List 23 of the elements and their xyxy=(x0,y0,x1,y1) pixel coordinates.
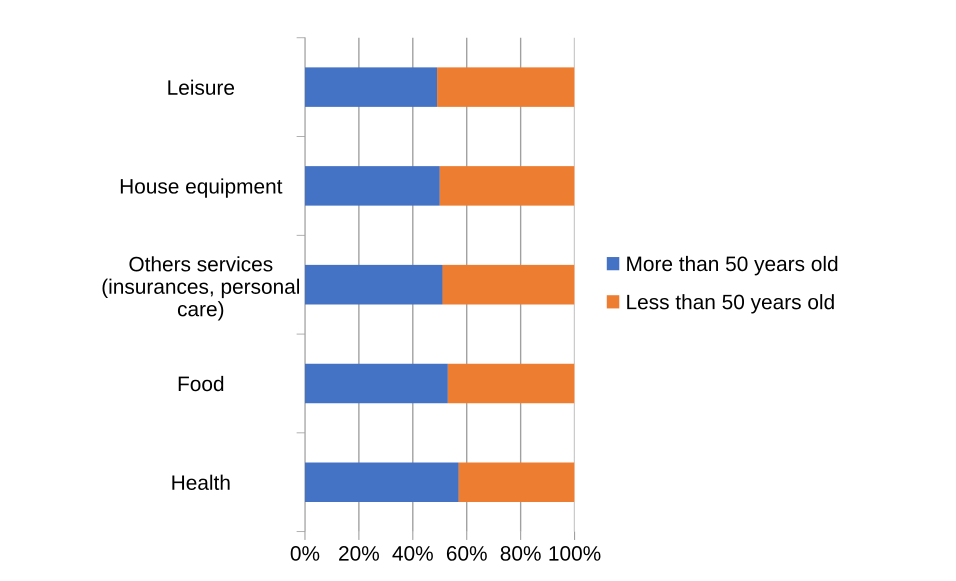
x-tick-label: 0% xyxy=(290,546,320,561)
x-tick-label: 100% xyxy=(550,546,600,561)
y-tick-label: Food xyxy=(178,376,224,392)
bar xyxy=(304,67,438,107)
x-tick-label: 20% xyxy=(339,546,379,561)
y-tick-label: Leisure xyxy=(168,80,234,95)
y-tick-label: House equipment xyxy=(120,178,282,198)
bar xyxy=(440,166,575,206)
bar xyxy=(448,364,575,404)
bar xyxy=(304,166,440,206)
x-tick-label: 60% xyxy=(446,546,487,561)
y-tick-label: Health xyxy=(172,474,230,490)
bar xyxy=(304,364,448,404)
x-tick-label: 40% xyxy=(392,546,433,561)
bar xyxy=(437,67,575,107)
legend-label: More than 50 years old xyxy=(627,256,838,276)
y-tick-label: Others services (insurances, personal care) xyxy=(102,256,299,320)
bar xyxy=(304,264,442,304)
x-tick-label: 80% xyxy=(500,546,541,561)
bar xyxy=(304,462,459,502)
bar xyxy=(458,462,575,502)
bar xyxy=(442,264,575,304)
legend-label: Less than 50 years old xyxy=(627,294,834,314)
